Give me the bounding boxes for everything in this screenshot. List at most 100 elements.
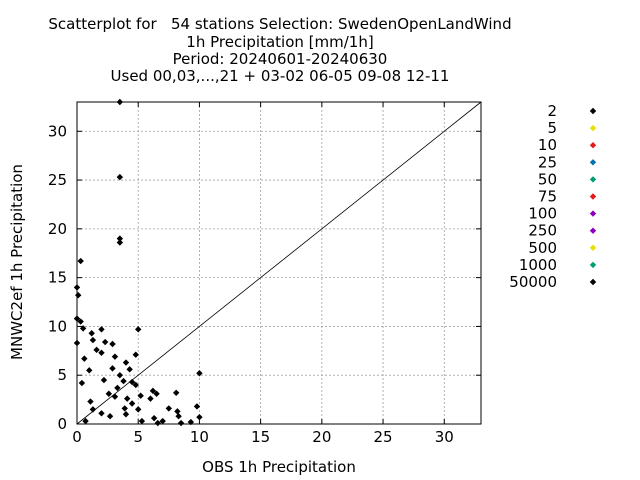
scatter-point (86, 367, 93, 374)
scatter-point (120, 377, 127, 385)
scatter-point (172, 389, 180, 396)
scatter-point (81, 355, 88, 362)
scatter-point (147, 395, 154, 402)
legend-label: 500 (528, 239, 557, 257)
chart-title-line-2: 1h Precipitation [mm/1h] (186, 33, 374, 51)
scatter-point (93, 346, 100, 354)
scatter-point (137, 392, 144, 399)
scatter-point (154, 419, 161, 427)
x-tick-label: 15 (251, 428, 270, 446)
scatter-point (98, 349, 105, 356)
scatter-point (116, 372, 124, 379)
scatter-point (128, 378, 136, 386)
scatter-point (98, 410, 105, 417)
scatter-point (79, 325, 87, 332)
legend-label: 10 (538, 136, 557, 154)
y-tick-label: 25 (48, 171, 67, 189)
scatter-point (101, 338, 109, 346)
scatter-point (122, 411, 130, 418)
scatter-point (100, 376, 108, 384)
scatter-point (116, 173, 124, 181)
scatter-point (135, 326, 142, 333)
legend-marker (589, 176, 597, 183)
legend-label: 5 (547, 119, 557, 137)
legend-label: 100 (528, 205, 557, 223)
scatter-point (135, 406, 142, 413)
scatter-point (177, 419, 185, 427)
legend-marker (589, 124, 597, 132)
chart-title-line-3: Period: 20240601-20240630 (172, 50, 388, 68)
x-tick-label: 30 (435, 428, 454, 446)
scatter-point (132, 351, 139, 358)
y-tick-label: 15 (48, 269, 67, 287)
x-axis-ticks: 0 5 10 15 20 25 30 (72, 102, 454, 446)
y-tick-label: 20 (48, 220, 67, 238)
legend-marker (589, 142, 597, 149)
scatter-point (77, 257, 84, 265)
chart-title-line-4: Used 00,03,...,21 + 03-02 06-05 09-08 12… (110, 67, 450, 85)
scatter-point (138, 417, 146, 425)
legend-label: 50 (538, 170, 557, 188)
scatter-point (150, 414, 158, 422)
x-tick-label: 25 (374, 428, 393, 446)
legend-label: 250 (528, 222, 557, 240)
legend-marker (589, 107, 597, 115)
x-tick-label: 20 (312, 428, 331, 446)
legend-label: 25 (538, 153, 557, 171)
scatter-point (111, 353, 119, 360)
scatter-point (105, 390, 113, 397)
y-tick-label: 5 (57, 366, 67, 384)
scatter-point (159, 417, 166, 425)
y-tick-label: 30 (48, 122, 67, 140)
scatter-point (106, 412, 114, 420)
x-tick-label: 5 (133, 428, 143, 446)
y-tick-label: 0 (57, 415, 67, 433)
plot-frame (76, 101, 482, 425)
scatter-point (126, 366, 133, 373)
legend-marker (589, 261, 597, 269)
legend-label: 75 (538, 188, 557, 206)
y-tick-label: 10 (48, 317, 67, 335)
x-tick-label: 10 (190, 428, 209, 446)
y-axis-label: MNWC2ef 1h Precipitation (8, 164, 26, 360)
x-axis-label: OBS 1h Precipitation (202, 458, 356, 476)
scatter-point (116, 239, 124, 246)
scatter-point (88, 330, 95, 337)
legend-marker (589, 210, 597, 217)
scatter-point (82, 417, 89, 425)
legend-label: 1000 (519, 256, 557, 274)
scatter-point (98, 326, 105, 333)
scatter-point (149, 387, 157, 395)
scatter-point (77, 318, 84, 325)
scatter-point (128, 400, 136, 407)
chart-title-line-1: Scatterplot for 54 stations Selection: S… (48, 15, 512, 33)
scatter-point (78, 379, 86, 387)
scatter-point (132, 381, 139, 389)
legend-marker (589, 244, 597, 251)
scatter-point (109, 365, 116, 372)
y-axis-ticks: 0 5 10 15 20 25 30 (48, 122, 481, 433)
legend-label: 50000 (509, 273, 557, 291)
scatter-point (122, 359, 130, 366)
scatter-point (153, 390, 160, 397)
legend-marker (589, 278, 597, 286)
legend-marker (589, 227, 597, 234)
scatter-point (174, 408, 181, 415)
legend-marker (589, 193, 597, 200)
scatter-point (89, 406, 97, 413)
scatter-point (116, 235, 124, 242)
scatter-point (196, 413, 203, 421)
scatter-point (196, 370, 203, 377)
scatter-point (87, 398, 94, 405)
legend-marker (589, 159, 597, 166)
scatter-point (75, 292, 82, 299)
legend-label: 2 (547, 102, 557, 120)
scatter-point (109, 340, 116, 348)
scatter-point (165, 405, 173, 412)
scatter-point (114, 384, 121, 392)
scatter-point (121, 405, 128, 412)
scatter-point (111, 393, 119, 400)
scatter-point (89, 336, 97, 344)
